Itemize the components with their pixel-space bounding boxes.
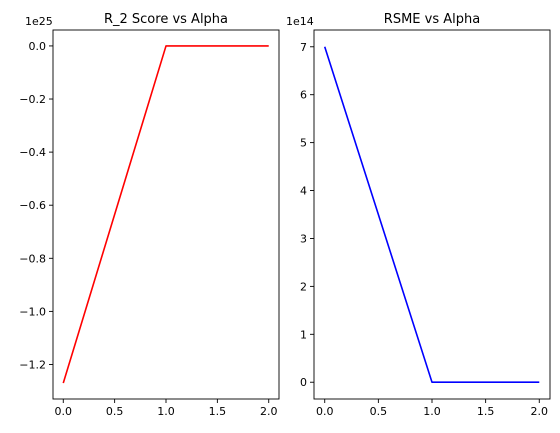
x-tick-label: 0.5 xyxy=(106,405,124,418)
y-offset-label: 1e25 xyxy=(25,15,53,28)
chart-title: R_2 Score vs Alpha xyxy=(104,12,228,27)
y-offset-label: 1e14 xyxy=(286,15,314,28)
y-tick-label: −0.6 xyxy=(19,199,46,212)
x-tick-label: 2.0 xyxy=(260,405,278,418)
y-tick-label: 1 xyxy=(300,328,307,341)
y-tick-label: 0 xyxy=(300,376,307,389)
y-tick-label: 3 xyxy=(300,232,307,245)
x-tick-label: 1.5 xyxy=(209,405,227,418)
x-tick-label: 1.0 xyxy=(423,405,441,418)
x-tick-label: 1.0 xyxy=(157,405,175,418)
y-tick-label: −0.4 xyxy=(19,146,46,159)
axes-frame xyxy=(313,29,551,400)
axes-frame xyxy=(52,29,280,400)
y-tick-label: 0.0 xyxy=(29,40,47,53)
x-tick-label: 0.0 xyxy=(55,405,73,418)
y-tick-label: 6 xyxy=(300,89,307,102)
x-tick-label: 2.0 xyxy=(531,405,549,418)
x-tick-label: 1.5 xyxy=(477,405,495,418)
y-tick-label: −1.0 xyxy=(19,305,46,318)
chart-title: RSME vs Alpha xyxy=(384,12,480,27)
y-tick-label: −0.2 xyxy=(19,93,46,106)
x-tick-label: 0.0 xyxy=(316,405,334,418)
y-tick-label: 7 xyxy=(300,41,307,54)
x-tick-label: 0.5 xyxy=(370,405,388,418)
y-tick-label: 4 xyxy=(300,185,307,198)
series-line-1 xyxy=(323,46,540,384)
y-tick-label: −1.2 xyxy=(19,358,46,371)
y-tick-label: 5 xyxy=(300,137,307,150)
chart-panel-1: 0.0 0.5 1.0 1.5 2.0 0.0 −0.2 −0.4 −0.6 −0.8 −1.0 −1… xyxy=(19,12,280,418)
y-tick-label: −0.8 xyxy=(19,252,46,265)
series-line-1 xyxy=(62,45,269,384)
y-tick-label: 2 xyxy=(300,280,307,293)
chart-panel-2: 0.0 0.5 1.0 1.5 2.0 0 1 2 3 4 5 6 7 1e14 RSME vs Alpha xyxy=(286,12,551,418)
